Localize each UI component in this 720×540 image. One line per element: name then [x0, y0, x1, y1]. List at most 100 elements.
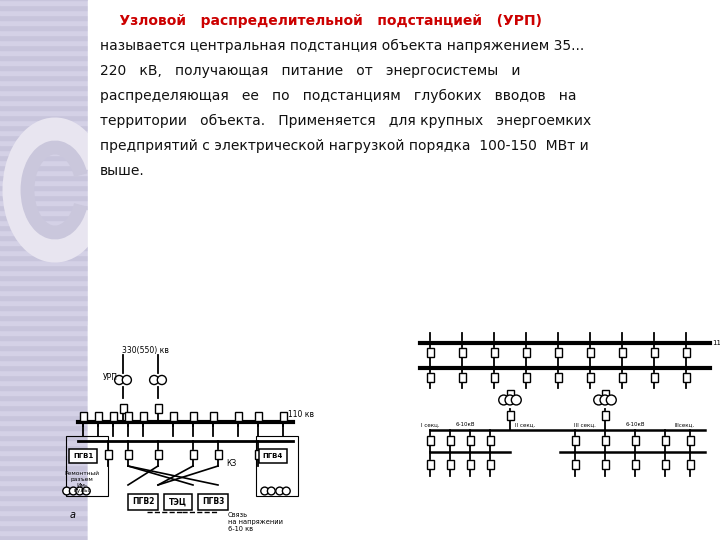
Bar: [0, 25, 88, 30]
Bar: [0, 335, 88, 340]
Bar: [0, 165, 88, 170]
Circle shape: [76, 487, 84, 495]
Bar: [631, 435, 639, 444]
Bar: [0, 460, 88, 465]
Circle shape: [282, 487, 290, 495]
Bar: [164, 494, 192, 510]
Bar: [69, 449, 97, 463]
Bar: [0, 510, 88, 515]
Bar: [0, 30, 88, 35]
Bar: [631, 460, 639, 469]
Text: КЗ: КЗ: [226, 458, 236, 468]
Text: территории   объекта.   Применяется   для крупных   энергоемких: территории объекта. Применяется для круп…: [100, 114, 591, 128]
Bar: [0, 490, 88, 495]
Bar: [686, 435, 693, 444]
Bar: [0, 155, 88, 160]
Circle shape: [150, 375, 158, 384]
Bar: [0, 240, 88, 245]
Bar: [0, 370, 88, 375]
Bar: [572, 435, 578, 444]
Text: ТЭЦ: ТЭЦ: [169, 497, 187, 507]
Text: ПГВ1: ПГВ1: [73, 453, 93, 459]
Bar: [0, 5, 88, 10]
Bar: [0, 310, 88, 315]
Bar: [0, 235, 88, 240]
Bar: [523, 373, 529, 381]
Bar: [169, 411, 176, 421]
Text: I секц.: I секц.: [420, 422, 439, 427]
Bar: [0, 45, 88, 50]
Bar: [0, 80, 88, 85]
Text: распределяющая   ее   по   подстанциям   глубоких   вводов   на: распределяющая ее по подстанциям глубоки…: [100, 89, 577, 103]
Bar: [0, 230, 88, 235]
Bar: [0, 305, 88, 310]
Text: 110-220+: 110-220+: [712, 340, 720, 346]
Bar: [587, 373, 593, 381]
Bar: [0, 160, 88, 165]
Bar: [662, 460, 668, 469]
Bar: [601, 435, 608, 444]
Bar: [0, 75, 88, 80]
Bar: [0, 260, 88, 265]
Bar: [0, 405, 88, 410]
Circle shape: [122, 375, 132, 384]
Bar: [0, 425, 88, 430]
Bar: [0, 50, 88, 55]
Bar: [0, 120, 88, 125]
Bar: [426, 460, 433, 469]
Bar: [0, 255, 88, 260]
Bar: [0, 130, 88, 135]
Text: 220   кВ,   получающая   питание   от   энергосистемы   и: 220 кВ, получающая питание от энергосист…: [100, 64, 521, 78]
Bar: [554, 348, 562, 356]
Bar: [189, 449, 197, 458]
Bar: [0, 495, 88, 500]
Bar: [88, 325, 720, 540]
Bar: [0, 10, 88, 15]
Bar: [0, 20, 88, 25]
Bar: [0, 115, 88, 120]
Bar: [0, 520, 88, 525]
Bar: [155, 403, 161, 413]
Bar: [0, 95, 88, 100]
Bar: [0, 525, 88, 530]
Bar: [487, 460, 493, 469]
Bar: [0, 360, 88, 365]
Bar: [587, 348, 593, 356]
Bar: [256, 436, 298, 496]
Bar: [0, 15, 88, 20]
Text: ПГВ4: ПГВ4: [263, 453, 283, 459]
Bar: [0, 410, 88, 415]
Bar: [0, 205, 88, 210]
Circle shape: [267, 487, 275, 495]
Bar: [0, 315, 88, 320]
Bar: [0, 170, 88, 175]
Text: выше.: выше.: [100, 164, 145, 178]
Bar: [426, 435, 433, 444]
Circle shape: [114, 375, 124, 384]
Text: Связь
на напряжении
6-10 кв: Связь на напряжении 6-10 кв: [228, 512, 283, 532]
Bar: [0, 500, 88, 505]
Bar: [88, 0, 720, 540]
Bar: [0, 400, 88, 405]
Bar: [426, 373, 433, 381]
Circle shape: [157, 375, 166, 384]
Text: называется центральная подстанция объекта напряжением 35...: называется центральная подстанция объект…: [100, 39, 584, 53]
Bar: [554, 373, 562, 381]
Bar: [683, 373, 690, 381]
Bar: [506, 410, 513, 420]
Text: ПГВ2: ПГВ2: [132, 497, 154, 507]
Bar: [0, 70, 88, 75]
Bar: [0, 100, 88, 105]
Bar: [0, 185, 88, 190]
Bar: [0, 340, 88, 345]
Text: ПГВ3: ПГВ3: [202, 497, 224, 507]
Text: 6-10кВ: 6-10кВ: [625, 422, 644, 427]
Circle shape: [63, 487, 71, 495]
Bar: [0, 325, 88, 330]
Circle shape: [69, 487, 77, 495]
Bar: [0, 190, 88, 195]
Bar: [0, 250, 88, 255]
Bar: [467, 435, 474, 444]
Bar: [446, 460, 454, 469]
Bar: [0, 215, 88, 220]
